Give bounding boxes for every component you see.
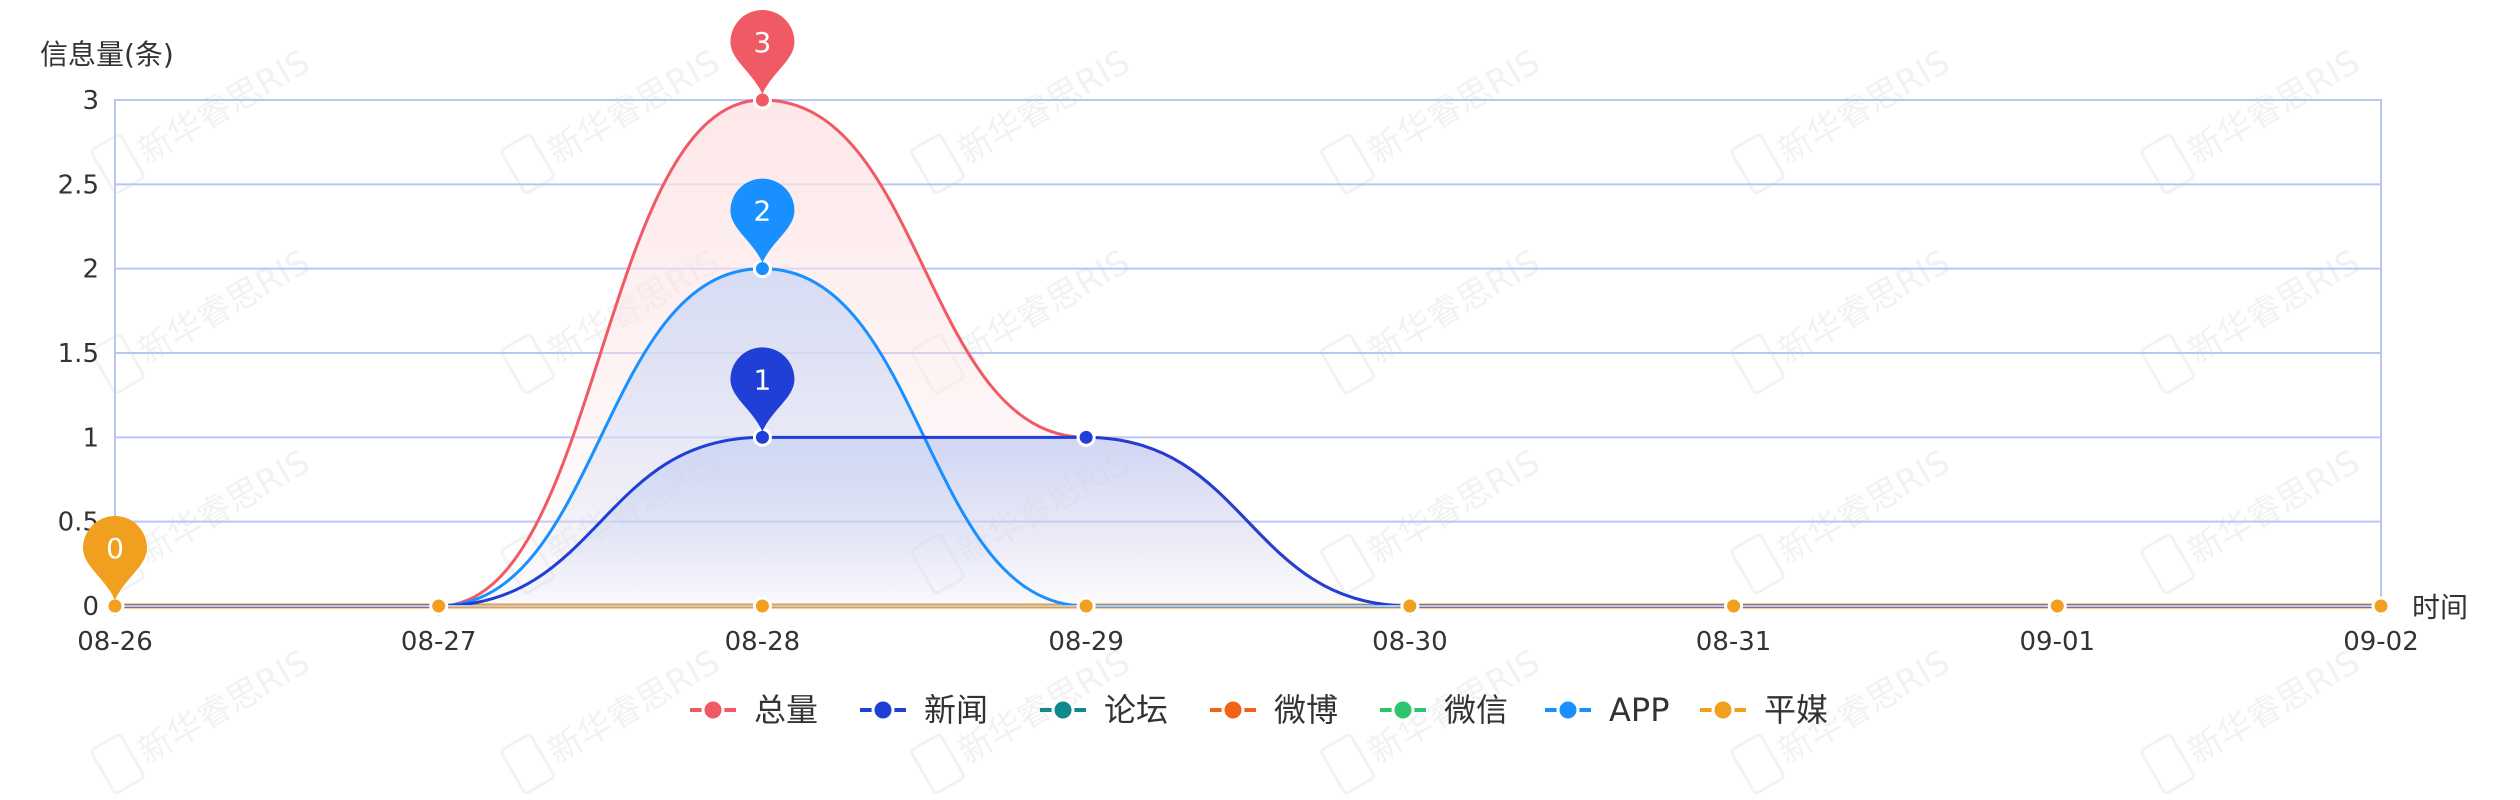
legend-item: 微信 — [1380, 691, 1508, 729]
data-point — [1076, 596, 1096, 616]
legend-item: 论坛 — [1040, 691, 1168, 729]
legend-label: APP — [1609, 691, 1669, 729]
max-markers: 3 1 2 0 — [83, 10, 795, 600]
series-points — [105, 90, 2391, 616]
legend-item: 微博 — [1210, 691, 1338, 729]
data-point — [1724, 596, 1744, 616]
data-point — [1400, 596, 1420, 616]
x-tick-label: 08-28 — [725, 627, 801, 657]
legend-label: 论坛 — [1104, 691, 1168, 729]
y-axis-label: 信息量(条) — [40, 38, 174, 71]
y-tick-label: 0 — [82, 592, 99, 622]
legend-dot — [1556, 698, 1580, 722]
max-marker: 3 — [730, 10, 795, 94]
x-axis: 08-26 08-27 08-28 08-29 08-30 08-31 09-01 09-02 — [77, 605, 2419, 657]
data-point — [752, 596, 772, 616]
x-tick-label: 08-27 — [401, 627, 477, 657]
data-point — [752, 90, 772, 110]
y-tick-label: 2 — [82, 255, 99, 285]
legend-item: 新闻 — [860, 691, 988, 729]
data-point — [2371, 596, 2391, 616]
data-point — [752, 259, 772, 279]
legend-label: 新闻 — [924, 691, 988, 729]
legend-dot — [871, 698, 895, 722]
marker-pin — [730, 347, 795, 432]
marker-pin — [83, 516, 147, 600]
legend-label: 平媒 — [1764, 691, 1828, 729]
y-tick-label: 3 — [82, 86, 99, 116]
max-marker: 0 — [83, 516, 147, 600]
y-axis: 00.511.522.53 — [58, 86, 99, 622]
data-point — [105, 596, 125, 616]
data-point — [752, 427, 772, 447]
x-tick-label: 08-30 — [1372, 627, 1448, 657]
data-point — [2047, 596, 2067, 616]
x-axis-label: 时间 — [2412, 591, 2468, 624]
marker-label: 0 — [106, 532, 124, 565]
legend-dot — [1221, 698, 1245, 722]
legend-dot — [701, 698, 725, 722]
y-tick-label: 1.5 — [58, 339, 99, 369]
legend-label: 总量 — [754, 691, 818, 729]
x-tick-label: 08-31 — [1696, 627, 1772, 657]
legend-label: 微信 — [1444, 691, 1508, 729]
legend-dot — [1711, 698, 1735, 722]
y-tick-label: 1 — [82, 423, 99, 453]
max-marker: 1 — [730, 347, 795, 432]
max-marker: 2 — [730, 178, 795, 263]
legend-dot — [1051, 698, 1075, 722]
x-tick-label: 09-01 — [2020, 627, 2096, 657]
chart-grid — [114, 99, 2382, 607]
data-point — [1076, 427, 1096, 447]
marker-label: 1 — [754, 363, 772, 396]
marker-pin — [730, 10, 795, 94]
legend-dot — [1391, 698, 1415, 722]
series-area — [115, 268, 2381, 606]
x-tick-label: 08-26 — [77, 627, 153, 657]
marker-label: 2 — [754, 195, 772, 228]
data-point — [429, 596, 449, 616]
x-tick-label: 09-02 — [2343, 627, 2419, 657]
marker-pin — [730, 178, 795, 263]
y-tick-label: 2.5 — [58, 170, 99, 200]
legend: 总量 新闻 论坛 微博 微信 APP 平媒 — [690, 691, 1828, 729]
legend-item: 平媒 — [1700, 691, 1828, 729]
legend-label: 微博 — [1274, 691, 1338, 729]
marker-label: 3 — [754, 26, 772, 59]
x-tick-label: 08-29 — [1048, 627, 1124, 657]
legend-item: 总量 — [690, 691, 818, 729]
legend-item: APP — [1545, 691, 1669, 729]
